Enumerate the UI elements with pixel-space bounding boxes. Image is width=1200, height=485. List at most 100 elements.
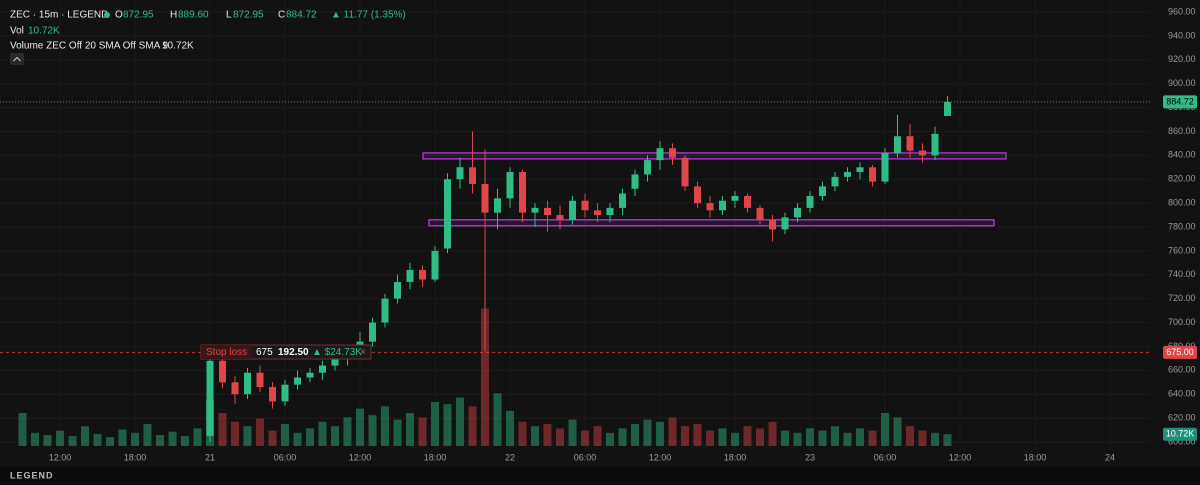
candle-body	[594, 210, 601, 216]
candle-body	[319, 365, 326, 373]
volume-bar	[943, 434, 952, 446]
y-tick-label: 700.00	[1168, 317, 1196, 327]
candle-body	[544, 207, 551, 216]
y-tick-label: 660.00	[1168, 365, 1196, 375]
y-tick-label: 960.00	[1168, 6, 1196, 16]
zone	[422, 152, 1007, 160]
candle-body	[306, 372, 314, 378]
vol-value: 10.72K	[28, 26, 60, 37]
candle-body	[819, 186, 826, 196]
volume-bar	[631, 424, 639, 446]
x-tick-label: 12:00	[949, 452, 972, 462]
volume-bar	[331, 426, 339, 446]
candle-body	[256, 372, 264, 388]
volume-bar	[318, 421, 327, 446]
candle-body	[919, 150, 926, 156]
volume-bar	[493, 393, 502, 446]
candle-body	[894, 136, 901, 153]
x-tick-label: 06:00	[874, 452, 897, 462]
volume-bar	[881, 413, 889, 446]
volume-bar	[443, 404, 452, 446]
volume-bar	[581, 430, 589, 446]
candle-body	[906, 136, 914, 151]
y-tick-label: 760.00	[1168, 245, 1196, 255]
indicator[interactable]: Volume ZEC Off 20 SMA Off SMA 9	[10, 41, 168, 52]
volume-bar	[868, 430, 877, 446]
brand: LEGEND	[10, 470, 54, 480]
volume-bar	[368, 415, 377, 446]
volume-bar	[931, 432, 939, 446]
y-tick-label: 600.00	[1168, 436, 1196, 446]
y-tick-label: 780.00	[1168, 221, 1196, 231]
volume-bar	[756, 428, 764, 446]
y-tick-label: 680.00	[1168, 341, 1196, 351]
price-axis	[1150, 0, 1200, 467]
y-tick-label: 640.00	[1168, 389, 1196, 399]
volume-bar	[56, 430, 64, 446]
volume-bar	[506, 410, 514, 446]
x-tick-label: 21	[205, 452, 215, 462]
y-tick-label: 940.00	[1168, 30, 1196, 40]
x-tick-label: 12:00	[49, 452, 72, 462]
candle-body	[831, 176, 839, 187]
candle-body	[844, 172, 851, 177]
volume-bar	[843, 432, 852, 446]
ohlc-value: 884.72	[286, 10, 317, 21]
volume-bar	[256, 418, 264, 446]
candle-body	[806, 195, 814, 208]
x-tick-label: 22	[505, 452, 515, 462]
volume-bar	[681, 426, 689, 446]
volume-bar	[893, 417, 902, 446]
candle-body	[744, 195, 751, 208]
volume-bar	[906, 426, 914, 446]
order-close[interactable]: ×	[360, 347, 366, 358]
symbol[interactable]: ZEC · 15m · LEGEND	[10, 10, 108, 21]
x-tick-label: 18:00	[1024, 452, 1047, 462]
candle-body	[244, 372, 251, 395]
volume-bar	[81, 426, 89, 446]
order-name: Stop loss	[206, 347, 247, 358]
candle-body	[531, 207, 539, 213]
volume-bar	[431, 402, 439, 446]
price-tag	[1163, 95, 1197, 109]
candle-body	[794, 207, 801, 218]
ohlc-value: 872.95	[123, 10, 154, 21]
candle-body	[781, 217, 789, 230]
candle-body	[656, 148, 664, 161]
volume-bar	[593, 426, 602, 446]
candle-body	[394, 281, 401, 299]
volume-bar	[781, 430, 789, 446]
change: ▲ 11.77 (1.35%)	[331, 10, 406, 21]
candle-body	[444, 179, 451, 249]
volume-bar	[306, 428, 314, 446]
x-tick-label: 06:00	[574, 452, 597, 462]
candle-body	[669, 148, 676, 158]
order-widget[interactable]: Stop loss 675 192.50 ▲ $24.73K ×	[200, 344, 372, 360]
y-tick-label: 900.00	[1168, 78, 1196, 88]
candle-body	[619, 193, 626, 208]
indicator-value: 10.72K	[162, 41, 194, 52]
volume-bar	[43, 435, 52, 446]
candle-body	[231, 382, 239, 395]
x-tick-label: 06:00	[274, 452, 297, 462]
candle-body	[494, 198, 501, 213]
volume-bar	[243, 426, 252, 446]
volume-bar	[668, 417, 677, 446]
order-price: 675	[256, 347, 273, 358]
volume-bar	[481, 308, 489, 446]
order-qty: 192.50	[278, 347, 309, 358]
volume-bar	[106, 437, 114, 446]
y-tick-label: 740.00	[1168, 269, 1196, 279]
y-tick-label: 860.00	[1168, 126, 1196, 136]
x-tick-label: 18:00	[424, 452, 447, 462]
volume-bar	[718, 428, 727, 446]
candle-body	[581, 200, 589, 211]
volume-bar	[793, 432, 802, 446]
candle-body	[556, 215, 564, 220]
collapse-button[interactable]	[10, 53, 24, 65]
volume-bar	[731, 432, 739, 446]
volume-bar	[156, 435, 164, 446]
volume-bar	[618, 428, 627, 446]
ohlc-label: C	[278, 10, 285, 21]
